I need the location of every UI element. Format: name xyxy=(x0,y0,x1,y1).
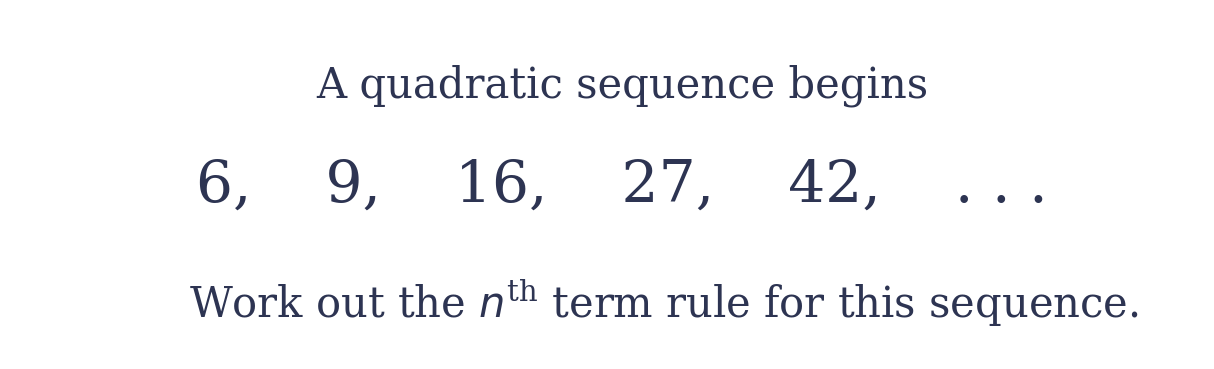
Text: Work out the $n^{\mathregular{th}}$ term rule for this sequence.: Work out the $n^{\mathregular{th}}$ term… xyxy=(189,277,1139,330)
Text: A quadratic sequence begins: A quadratic sequence begins xyxy=(316,64,929,107)
Text: 6,    9,    16,    27,    42,    . . .: 6, 9, 16, 27, 42, . . . xyxy=(197,158,1048,214)
